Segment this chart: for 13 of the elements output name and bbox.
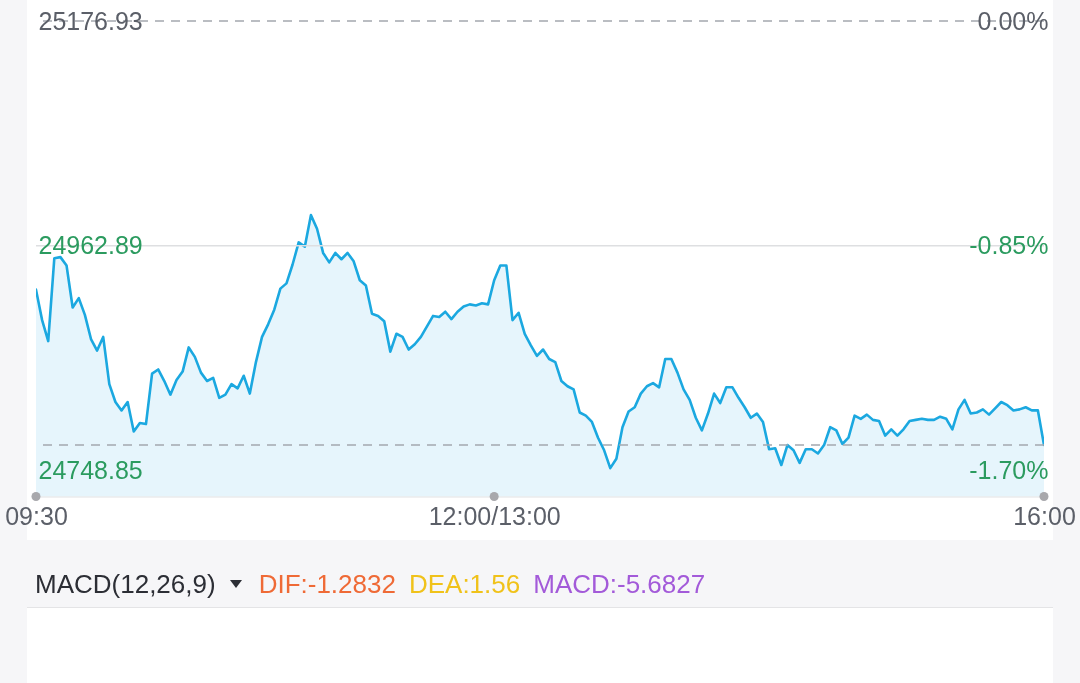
text: DEA:1.56 xyxy=(408,568,521,599)
y2-tick-label: -1.70% xyxy=(969,455,1049,484)
text: MACD(12,26,9) xyxy=(35,568,216,599)
x-tick-label: 16:00 xyxy=(1013,502,1076,530)
text: MACD:-5.6827 xyxy=(533,568,706,599)
y-tick-label: 24962.89 xyxy=(38,231,143,260)
y-tick-label: 25176.93 xyxy=(38,6,143,35)
y-tick-label: 24748.85 xyxy=(38,455,143,484)
x-tick-label: 12:00/13:00 xyxy=(428,502,561,530)
x-tick-label: 09:30 xyxy=(5,502,68,530)
y2-tick-label: -0.85% xyxy=(969,231,1049,260)
text: DIF:-1.2832 xyxy=(258,568,396,599)
y2-tick-label: 0.00% xyxy=(977,6,1049,35)
